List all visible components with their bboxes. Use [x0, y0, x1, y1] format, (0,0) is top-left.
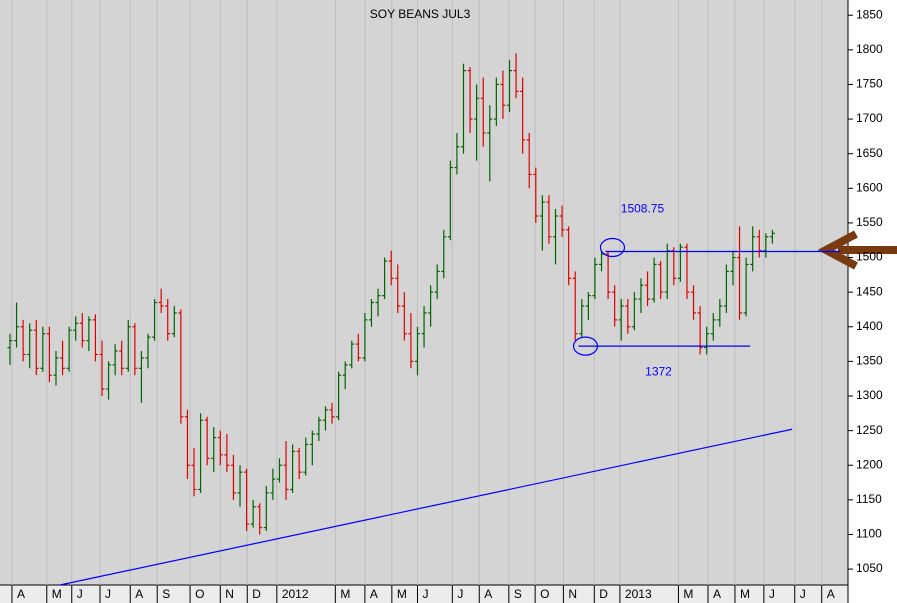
y-tick-label: 1100	[856, 527, 882, 541]
chart-title: SOY BEANS JUL3	[370, 7, 471, 21]
y-tick-label: 1350	[856, 354, 883, 368]
level-circle	[599, 237, 626, 258]
y-tick-label: 1800	[856, 42, 883, 56]
x-tick-label: A	[17, 587, 25, 601]
arrow	[817, 230, 897, 270]
x-tick-label: M	[52, 587, 62, 601]
y-tick-label: 1750	[856, 77, 883, 91]
x-tick-label: J	[77, 587, 83, 601]
x-tick-label: A	[370, 587, 378, 601]
x-tick-label: O	[540, 587, 549, 601]
x-tick-label: A	[135, 587, 143, 601]
y-axis-background	[848, 0, 897, 603]
x-tick-label: J	[105, 587, 111, 601]
y-tick-label: 1250	[856, 423, 883, 437]
x-tick-label: M	[683, 587, 693, 601]
x-tick-label: A	[484, 587, 492, 601]
level-circle	[572, 336, 599, 356]
x-tick-label: N	[568, 587, 577, 601]
x-axis-background	[0, 585, 848, 603]
level-label: 1372	[645, 364, 672, 378]
y-tick-label: 1150	[856, 492, 882, 506]
y-tick-label: 1300	[856, 388, 883, 402]
y-tick-label: 1700	[856, 111, 883, 125]
y-tick-label: 1500	[856, 250, 883, 264]
x-tick-label: S	[514, 587, 522, 601]
plot-background	[0, 0, 848, 585]
x-tick-label: M	[340, 587, 350, 601]
y-tick-label: 1650	[856, 146, 883, 160]
x-tick-label: J	[800, 587, 806, 601]
x-tick-label: A	[713, 587, 721, 601]
y-tick-label: 1550	[856, 215, 883, 229]
y-tick-label: 1850	[856, 7, 883, 21]
level-label: 1508.75	[621, 202, 665, 216]
x-tick-label: J	[769, 587, 775, 601]
x-tick-label: N	[225, 587, 234, 601]
x-tick-label: M	[740, 587, 750, 601]
y-tick-label: 1600	[856, 180, 883, 194]
x-tick-label: J	[457, 587, 463, 601]
x-tick-label: S	[162, 587, 170, 601]
x-tick-label: D	[252, 587, 261, 601]
x-tick-label: J	[422, 587, 428, 601]
y-tick-label: 1450	[856, 284, 883, 298]
trend-line	[59, 428, 793, 586]
y-tick-label: 1050	[856, 561, 883, 575]
y-tick-label: 1400	[856, 319, 883, 333]
x-tick-label: A	[827, 587, 835, 601]
arrow-head	[817, 230, 858, 270]
x-tick-label: O	[195, 587, 204, 601]
x-tick-label: M	[397, 587, 407, 601]
x-tick-label: 2013	[625, 587, 652, 601]
x-tick-label: 2012	[282, 587, 309, 601]
x-tick-label: D	[599, 587, 608, 601]
y-tick-label: 1200	[856, 457, 883, 471]
